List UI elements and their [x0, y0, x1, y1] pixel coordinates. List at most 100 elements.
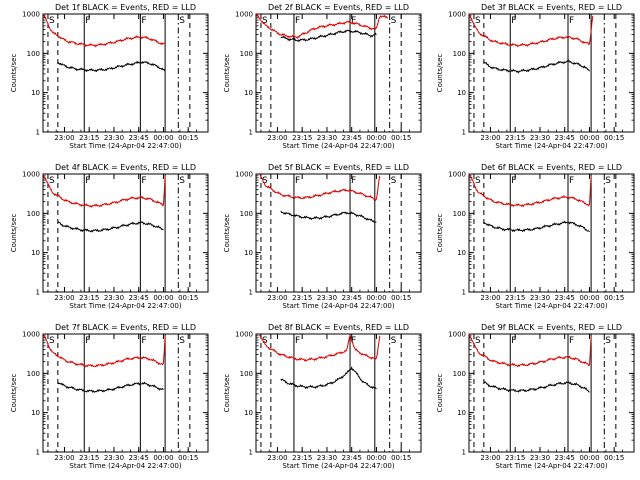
x-tick-label: 23:00: [480, 134, 500, 142]
y-axis-label: Counts/sec: [223, 54, 231, 93]
y-tick-label: 10: [244, 409, 253, 417]
x-axis-label: Start Time (24-Apr-04 22:47:00): [495, 462, 607, 470]
marker-label: F: [141, 16, 146, 26]
x-tick-label: 23:15: [505, 454, 525, 462]
x-axis-label: Start Time (24-Apr-04 22:47:00): [495, 302, 607, 310]
y-axis-label: Counts/sec: [436, 374, 444, 413]
marker-label: S: [391, 16, 397, 26]
series-line-lld: [42, 174, 166, 208]
marker-label: S: [262, 16, 268, 26]
y-tick-label: 1000: [22, 171, 40, 179]
y-tick-label: 1000: [448, 171, 466, 179]
panel-det-9: Det 9f BLACK = Events, RED = LLD 1 10 100 10…: [436, 323, 635, 470]
x-tick-label: 00:00: [366, 134, 386, 142]
marker-label: F: [569, 176, 574, 186]
x-tick-label: 00:15: [604, 454, 624, 462]
y-tick-label: 1000: [448, 331, 466, 339]
series-line-events: [483, 59, 590, 74]
y-tick-label: 100: [240, 210, 253, 218]
x-tick-label: 00:15: [604, 294, 624, 302]
x-tick-label: 23:30: [530, 134, 550, 142]
x-axis-label: Start Time (24-Apr-04 22:47:00): [69, 462, 181, 470]
x-tick-label: 00:00: [153, 134, 173, 142]
panel-title: Det 1f BLACK = Events, RED = LLD: [55, 3, 196, 12]
panel-det-3: Det 3f BLACK = Events, RED = LLD 1 10 100 10…: [436, 3, 635, 150]
marker-label: S: [179, 336, 185, 346]
plot-frame: [468, 13, 635, 133]
y-axis-label: Counts/sec: [223, 374, 231, 413]
x-tick-label: 23:45: [129, 454, 149, 462]
marker-label: S: [391, 336, 397, 346]
x-tick-label: 00:00: [153, 294, 173, 302]
y-axis-label: Counts/sec: [436, 214, 444, 253]
marker-label: S: [475, 176, 481, 186]
series-line-lld: [259, 334, 381, 362]
plot-frame: [255, 13, 422, 133]
y-tick-label: 1: [462, 289, 466, 297]
x-tick-label: 23:45: [342, 134, 362, 142]
y-tick-label: 1: [462, 449, 466, 457]
x-tick-label: 00:00: [579, 294, 599, 302]
marker-label: F: [351, 336, 356, 346]
x-tick-label: 00:00: [579, 454, 599, 462]
x-tick-label: 23:30: [104, 134, 124, 142]
y-axis-label: Counts/sec: [10, 374, 18, 413]
series-line-lld: [468, 333, 592, 368]
y-tick-label: 10: [31, 249, 40, 257]
x-axis-label: Start Time (24-Apr-04 22:47:00): [69, 302, 181, 310]
x-tick-label: 23:15: [79, 294, 99, 302]
panel-det-5: Det 5f BLACK = Events, RED = LLD 1 10 100 10…: [223, 163, 422, 310]
x-tick-label: 23:00: [480, 294, 500, 302]
x-tick-label: 23:00: [54, 294, 74, 302]
x-tick-label: 23:15: [505, 134, 525, 142]
panel-title: Det 9f BLACK = Events, RED = LLD: [481, 323, 622, 332]
marker-label: F: [85, 176, 90, 186]
y-tick-label: 1: [36, 129, 40, 137]
x-tick-label: 00:15: [391, 134, 411, 142]
x-tick-label: 23:45: [555, 454, 575, 462]
x-tick-label: 00:15: [604, 134, 624, 142]
y-tick-label: 1000: [235, 331, 253, 339]
x-tick-label: 23:15: [79, 134, 99, 142]
x-tick-label: 00:00: [366, 454, 386, 462]
x-tick-label: 00:00: [579, 134, 599, 142]
y-tick-label: 1: [36, 289, 40, 297]
x-tick-label: 23:45: [342, 454, 362, 462]
y-tick-label: 10: [244, 249, 253, 257]
x-tick-label: 23:30: [104, 294, 124, 302]
series-line-events: [483, 220, 590, 233]
y-tick-label: 10: [31, 89, 40, 97]
x-tick-label: 23:45: [555, 294, 575, 302]
y-axis-label: Counts/sec: [223, 214, 231, 253]
y-tick-label: 1: [462, 129, 466, 137]
y-tick-label: 100: [240, 370, 253, 378]
marker-label: F: [511, 336, 516, 346]
plot-frame: [42, 333, 209, 453]
x-tick-label: 23:00: [267, 134, 287, 142]
marker-label: S: [605, 176, 611, 186]
plot-frame: [255, 333, 422, 453]
plot-frame: [468, 173, 635, 293]
series-line-events: [280, 366, 377, 390]
panel-title: Det 2f BLACK = Events, RED = LLD: [268, 3, 409, 12]
y-tick-label: 100: [27, 370, 40, 378]
x-tick-label: 23:30: [530, 454, 550, 462]
x-tick-label: 23:00: [267, 294, 287, 302]
y-tick-label: 1: [36, 449, 40, 457]
marker-label: S: [49, 336, 55, 346]
marker-label: F: [351, 16, 356, 26]
x-tick-label: 00:15: [178, 454, 198, 462]
y-tick-label: 10: [244, 89, 253, 97]
marker-label: S: [179, 16, 185, 26]
x-tick-label: 23:45: [129, 134, 149, 142]
y-tick-label: 1000: [22, 331, 40, 339]
x-tick-label: 23:15: [292, 454, 312, 462]
y-tick-label: 10: [457, 409, 466, 417]
panel-title: Det 8f BLACK = Events, RED = LLD: [268, 323, 409, 332]
marker-label: S: [262, 336, 268, 346]
panel-title: Det 7f BLACK = Events, RED = LLD: [55, 323, 196, 332]
panel-title: Det 4f BLACK = Events, RED = LLD: [55, 163, 196, 172]
y-tick-label: 1000: [235, 11, 253, 19]
marker-label: F: [141, 336, 146, 346]
